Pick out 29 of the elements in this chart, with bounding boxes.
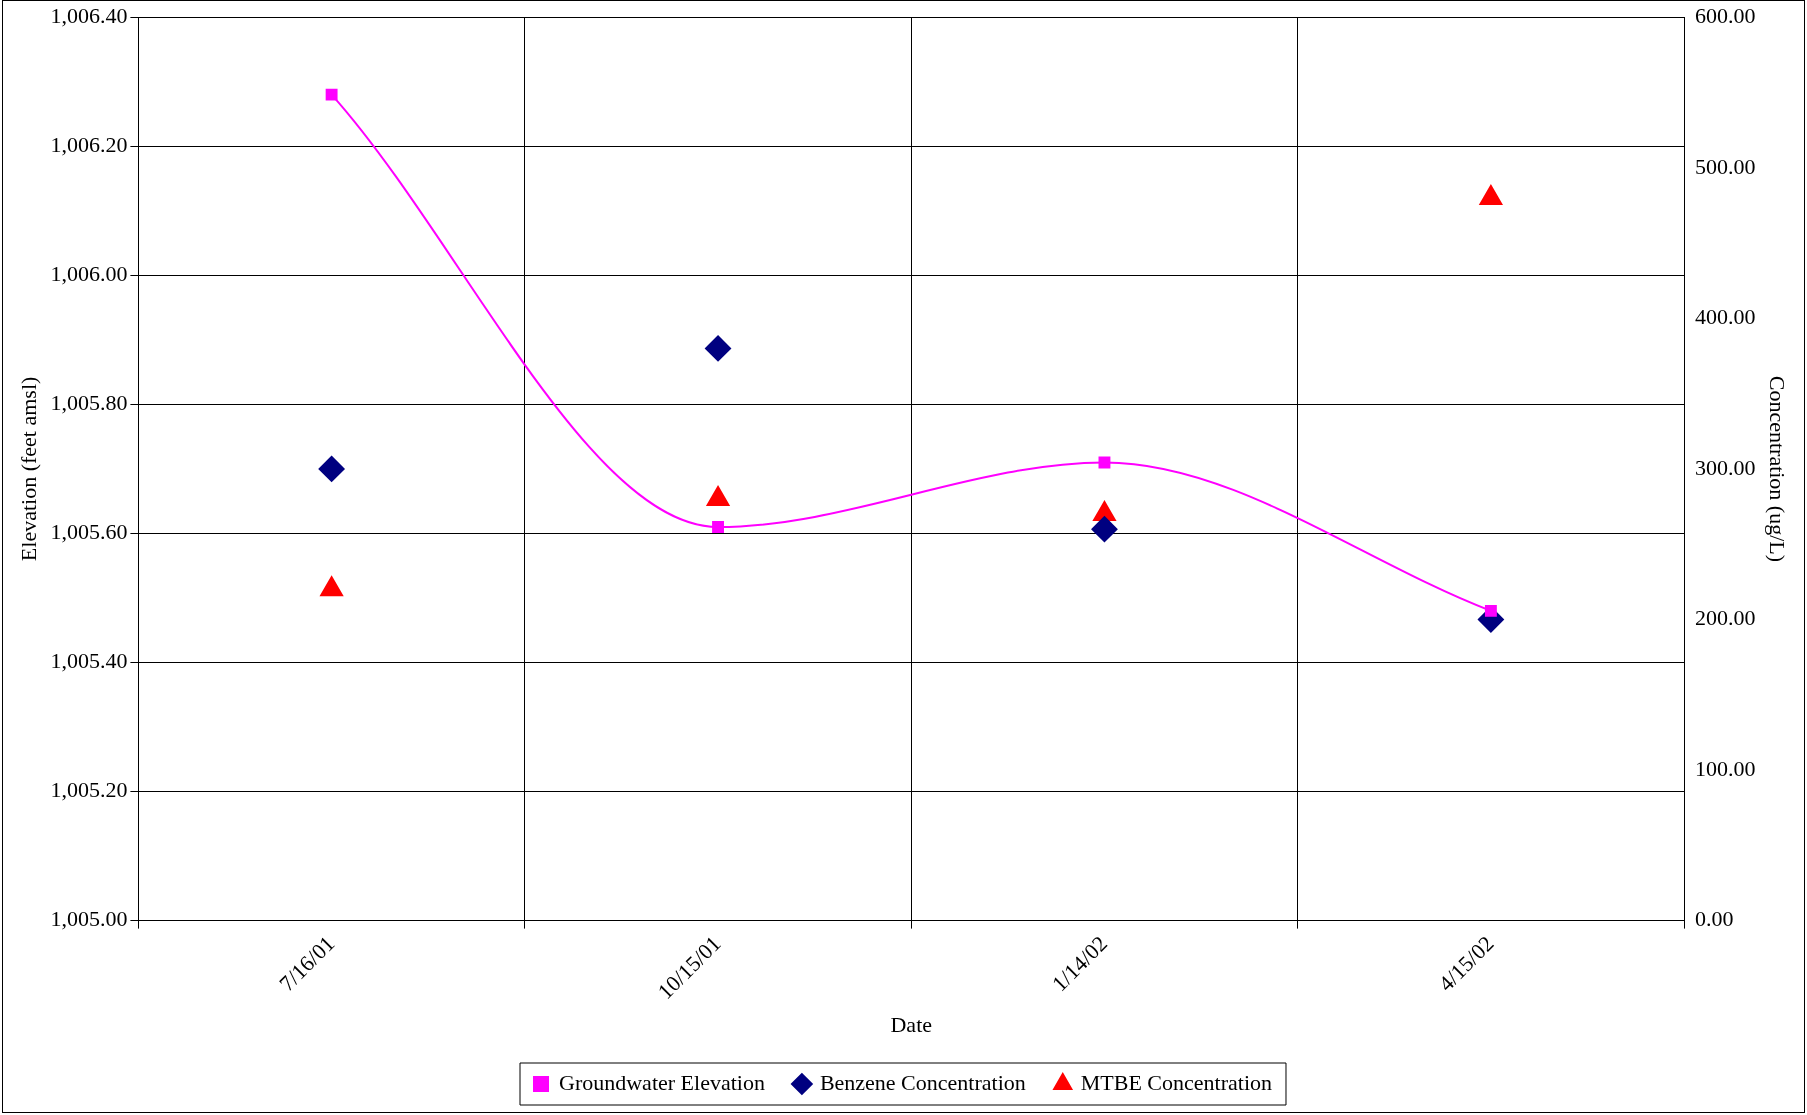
y-tick-label: 1,005.40 xyxy=(50,648,128,674)
legend-label: MTBE Concentration xyxy=(1080,1069,1272,1095)
point xyxy=(1479,184,1503,205)
x-axis-title: Date xyxy=(890,1011,933,1037)
y2-axis-title: Concentration (ug/L) xyxy=(1765,375,1791,563)
legend-label: Benzene Concentration xyxy=(819,1069,1026,1095)
point xyxy=(1484,604,1497,617)
y-tick-label: 1,005.00 xyxy=(50,906,128,932)
y2-tick-label: 200.00 xyxy=(1695,605,1756,631)
point xyxy=(325,88,338,101)
point xyxy=(1093,501,1116,522)
point xyxy=(706,486,730,507)
y2-tick-label: 400.00 xyxy=(1695,304,1756,330)
y-tick-label: 1,006.20 xyxy=(50,132,128,158)
y-axis-title: Elevation (feet amsl) xyxy=(15,376,41,562)
y-tick-label: 1,006.40 xyxy=(50,2,128,28)
point xyxy=(1091,516,1118,543)
point xyxy=(712,521,724,533)
legend-label: Groundwater Elevation xyxy=(559,1069,765,1095)
y2-tick-label: 0.00 xyxy=(1695,906,1734,932)
y2-tick-label: 100.00 xyxy=(1695,755,1756,781)
y-tick-label: 1,005.60 xyxy=(50,519,128,545)
point xyxy=(318,455,345,482)
y2-tick-label: 500.00 xyxy=(1695,153,1756,179)
y2-tick-label: 300.00 xyxy=(1695,454,1756,480)
y-tick-label: 1,005.80 xyxy=(50,390,128,416)
y2-tick-label: 600.00 xyxy=(1695,2,1756,28)
y-tick-label: 1,005.20 xyxy=(50,777,128,803)
y-tick-label: 1,006.00 xyxy=(50,261,128,287)
